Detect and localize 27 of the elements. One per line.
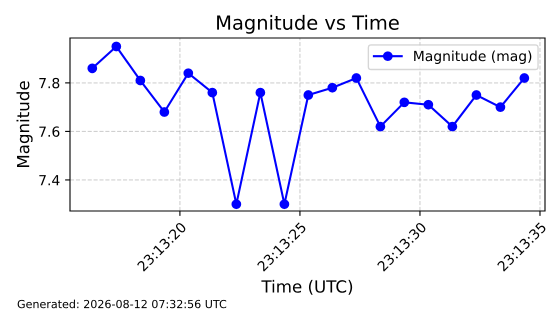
legend-label: Magnitude (mag) [414,50,532,64]
chart-title: Magnitude vs Time [217,14,399,34]
point [448,122,458,132]
point [303,90,314,100]
point [207,88,218,98]
y-tick-label: 7.8 [39,78,60,88]
point [496,102,506,112]
point [423,100,434,110]
y-tick-label: 7.6 [39,126,60,137]
point [256,88,266,98]
y-axis-title: Magnitude [16,81,33,168]
point [399,97,410,108]
point [87,63,98,74]
point [160,107,170,117]
x-axis-title: Time (UTC) [261,280,352,295]
y-tick-label: 7.4 [39,175,60,186]
point [183,68,194,78]
point [352,73,362,83]
point [327,82,338,93]
text: Generated: 2026-08-12 07:32:56 UTC [18,300,226,308]
point [519,73,530,83]
point [280,199,290,210]
point [472,90,482,100]
point [231,199,242,210]
point [111,42,122,52]
point [135,76,146,86]
point [376,122,386,132]
